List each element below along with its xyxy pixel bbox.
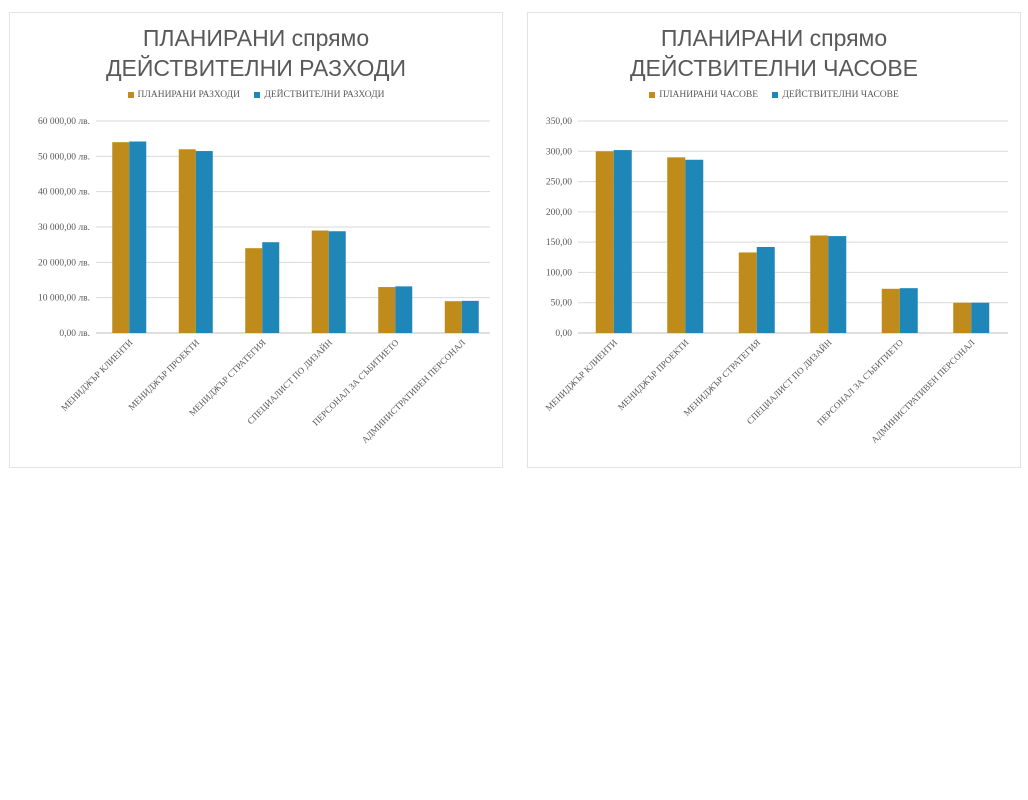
y-tick-label: 10 000,00 лв. <box>38 294 90 304</box>
legend-label-planned: ПЛАНИРАНИ РАЗХОДИ <box>137 90 241 100</box>
y-tick-label: 150,00 <box>546 238 572 248</box>
legend-swatch-actual <box>772 91 779 98</box>
x-tick-label: МЕНИДЖЪР КЛИЕНТИ <box>59 337 135 413</box>
legend-item-actual: ДЕЙСТВИТЕЛНИ РАЗХОДИ <box>254 90 384 100</box>
x-tick-label: МЕНИДЖЪР ПРОЕКТИ <box>616 337 691 412</box>
bar-actual <box>685 159 704 333</box>
x-tick-label: МЕНИДЖЪР СТРАТЕГИЯ <box>682 337 763 418</box>
legend-item-planned: ПЛАНИРАНИ ЧАСОВЕ <box>649 90 758 100</box>
bar-planned <box>178 149 196 333</box>
y-tick-label: 300,00 <box>546 147 572 157</box>
x-tick-label: МЕНИДЖЪР СТРАТЕГИЯ <box>187 337 268 418</box>
y-tick-label: 30 000,00 лв. <box>38 223 90 233</box>
legend-item-actual: ДЕЙСТВИТЕЛНИ ЧАСОВЕ <box>772 90 899 100</box>
bar-planned <box>881 288 900 333</box>
bar-actual <box>828 236 847 333</box>
y-tick-label: 100,00 <box>546 268 572 278</box>
chart-title-line-2: ДЕЙСТВИТЕЛНИ РАЗХОДИ <box>105 55 407 81</box>
chart-title-line-1: ПЛАНИРАНИ спрямо <box>660 25 888 51</box>
bar-actual <box>395 286 413 333</box>
bar-planned <box>738 252 757 333</box>
legend-swatch-planned <box>127 91 134 98</box>
legend-swatch-planned <box>649 91 656 98</box>
chart-title: ПЛАНИРАНИ спрямо ДЕЙСТВИТЕЛНИ ЧАСОВЕ <box>528 23 1020 83</box>
y-tick-label: 50 000,00 лв. <box>38 152 90 162</box>
y-tick-label: 0,00 <box>555 329 572 339</box>
bar-planned <box>311 230 329 333</box>
legend-item-planned: ПЛАНИРАНИ РАЗХОДИ <box>127 90 241 100</box>
x-tick-label: СПЕЦИАЛИСТ ПО ДИЗАЙН <box>745 337 834 426</box>
bar-planned <box>667 157 686 333</box>
chart-legend: ПЛАНИРАНИ ЧАСОВЕ ДЕЙСТВИТЕЛНИ ЧАСОВЕ <box>528 90 1020 100</box>
bar-planned <box>953 302 972 333</box>
bar-actual <box>129 141 147 333</box>
bar-planned <box>378 287 396 333</box>
y-tick-label: 40 000,00 лв. <box>38 188 90 198</box>
bar-planned <box>112 142 130 333</box>
bar-actual <box>971 302 990 333</box>
bar-planned <box>245 248 263 333</box>
y-tick-label: 200,00 <box>546 208 572 218</box>
y-tick-label: 0,00 лв. <box>59 329 90 339</box>
x-tick-label: МЕНИДЖЪР КЛИЕНТИ <box>544 337 620 413</box>
hours-chart: ПЛАНИРАНИ спрямо ДЕЙСТВИТЕЛНИ ЧАСОВЕ ПЛА… <box>527 12 1021 468</box>
bar-actual <box>613 150 632 333</box>
bar-actual <box>328 231 346 333</box>
chart-title: ПЛАНИРАНИ спрямо ДЕЙСТВИТЕЛНИ РАЗХОДИ <box>10 23 502 83</box>
legend-label-actual: ДЕЙСТВИТЕЛНИ РАЗХОДИ <box>264 90 385 100</box>
x-tick-label: АДМИНИСТРАТИВЕН ПЕРСОНАЛ <box>360 337 468 445</box>
chart-title-line-2: ДЕЙСТВИТЕЛНИ ЧАСОВЕ <box>629 55 919 81</box>
bar-actual <box>262 242 280 333</box>
bar-planned <box>595 151 614 333</box>
bar-planned <box>444 301 462 333</box>
costs-chart: ПЛАНИРАНИ спрямо ДЕЙСТВИТЕЛНИ РАЗХОДИ ПЛ… <box>9 12 503 468</box>
legend-label-actual: ДЕЙСТВИТЕЛНИ ЧАСОВЕ <box>782 90 899 100</box>
costs-plot-area: 0,00 лв. 10 000,00 лв. 20 000,00 лв. 30 000… <box>38 117 490 445</box>
bar-actual <box>461 300 479 333</box>
legend-swatch-actual <box>254 91 261 98</box>
y-tick-label: 350,00 <box>546 117 572 127</box>
bar-actual <box>899 288 918 333</box>
chart-legend: ПЛАНИРАНИ РАЗХОДИ ДЕЙСТВИТЕЛНИ РАЗХОДИ <box>10 90 502 100</box>
bar-planned <box>810 235 829 333</box>
y-tick-label: 60 000,00 лв. <box>38 117 90 127</box>
bar-actual <box>195 151 213 333</box>
x-tick-label: МЕНИДЖЪР ПРОЕКТИ <box>126 337 201 412</box>
y-tick-label: 20 000,00 лв. <box>38 258 90 268</box>
legend-label-planned: ПЛАНИРАНИ ЧАСОВЕ <box>659 90 759 100</box>
chart-title-line-1: ПЛАНИРАНИ спрямо <box>142 25 370 51</box>
hours-plot-area: 0,00 50,00 100,00 150,00 200,00 250,00 300,00 3… <box>544 117 1008 445</box>
y-tick-label: 50,00 <box>551 299 573 309</box>
bar-actual <box>756 246 775 333</box>
y-tick-label: 250,00 <box>546 178 572 188</box>
